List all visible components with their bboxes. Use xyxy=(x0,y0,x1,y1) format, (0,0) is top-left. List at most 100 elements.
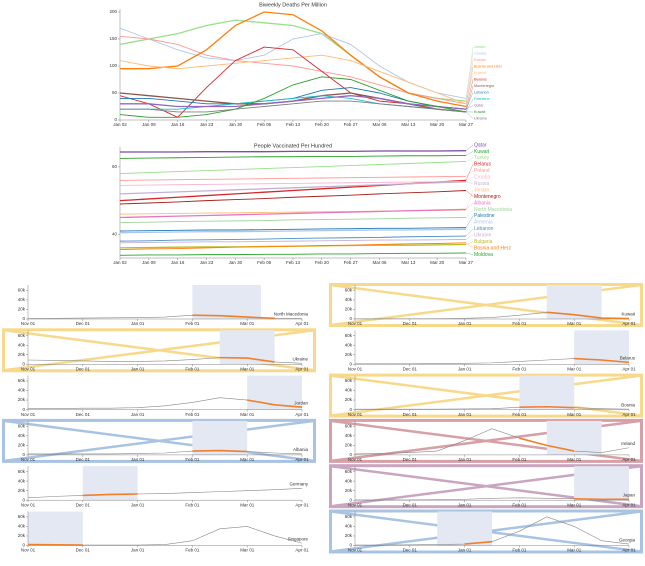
legend-label: Belarus xyxy=(474,78,487,82)
x-tick-label: Mar 01 xyxy=(240,321,255,326)
x-tick-label: Feb 01 xyxy=(512,502,527,507)
country-label: North Macedonia xyxy=(274,312,309,317)
legend-label: Armenia xyxy=(474,220,493,226)
chart-title: Biweekly Deaths Per Million xyxy=(259,2,327,8)
x-tick-label: Apr 01 xyxy=(622,502,636,507)
x-tick-label: Jan 16 xyxy=(171,122,185,127)
x-tick-label: Jan 30 xyxy=(229,260,243,265)
legend-label: Poland xyxy=(474,168,490,174)
x-tick-label: Mar 01 xyxy=(240,548,255,553)
highlight-band xyxy=(547,421,602,455)
x-tick-label: Mar 01 xyxy=(240,457,255,462)
legend-tick xyxy=(466,203,473,209)
legend-label: Lebanon xyxy=(474,226,494,232)
y-tick-label: 100 xyxy=(109,63,117,68)
legend-label: Palestine xyxy=(474,213,495,219)
legend-label: Bosnia and Herz xyxy=(474,65,502,69)
x-tick-label: Apr 01 xyxy=(295,412,309,417)
y-tick-label: 40k xyxy=(18,297,26,302)
x-tick-label: Feb 01 xyxy=(185,321,200,326)
legend-label: Poland xyxy=(474,71,486,75)
legend-label: Croatia xyxy=(474,52,487,56)
country-label: Bosnia xyxy=(621,402,635,407)
x-tick-label: Dec 01 xyxy=(403,321,418,326)
y-tick-label: 60k xyxy=(345,288,353,293)
y-tick-label: 50 xyxy=(112,90,118,95)
x-tick-label: Dec 01 xyxy=(403,412,418,417)
x-tick-label: Dec 01 xyxy=(76,321,91,326)
legend-label: Croatia xyxy=(474,175,490,181)
legend-tick xyxy=(466,209,473,217)
legend-label: Jordan xyxy=(474,187,490,193)
y-tick-label: 40k xyxy=(345,433,353,438)
y-tick-label: 40k xyxy=(18,388,26,393)
legend-tick xyxy=(466,106,473,110)
legend-tick xyxy=(466,145,473,151)
x-tick-label: Nov 01 xyxy=(348,502,363,507)
legend-label: Moldova xyxy=(474,252,493,258)
x-tick-label: Dec 01 xyxy=(76,366,91,371)
highlight-band xyxy=(220,330,275,364)
y-tick-label: 60k xyxy=(345,514,353,519)
y-tick-label: 60k xyxy=(18,514,26,519)
x-tick-label: Jan 30 xyxy=(229,122,243,127)
x-tick-label: Jan 01 xyxy=(458,366,472,371)
x-tick-label: Apr 01 xyxy=(622,457,636,462)
legend-label: Qatar xyxy=(474,142,487,148)
y-tick-label: 40k xyxy=(345,478,353,483)
legend-label: Russia xyxy=(474,181,490,187)
y-tick-label: 60k xyxy=(18,288,26,293)
series-line xyxy=(120,155,466,158)
x-tick-label: Apr 01 xyxy=(295,457,309,462)
x-tick-label: Apr 01 xyxy=(295,502,309,507)
x-tick-label: Jan 01 xyxy=(131,366,145,371)
legend-label: Ukraine xyxy=(474,117,487,121)
highlight-band xyxy=(519,376,574,410)
country-label: Singapore xyxy=(287,536,308,541)
highlight-band xyxy=(437,512,492,546)
legend-label: Qatar xyxy=(474,104,484,108)
legend-tick xyxy=(466,235,473,239)
series-line xyxy=(120,218,466,223)
y-tick-label: 60k xyxy=(18,423,26,428)
x-tick-label: Mar 01 xyxy=(240,412,255,417)
series-line xyxy=(120,161,466,173)
x-tick-label: Mar 27 xyxy=(459,260,474,265)
x-tick-label: Jan 01 xyxy=(458,502,472,507)
x-tick-label: Apr 01 xyxy=(622,366,636,371)
country-label: Jordan xyxy=(294,400,308,405)
country-label: Ireland xyxy=(621,441,635,446)
legend-tick xyxy=(466,253,473,255)
legend-label: Jordan xyxy=(474,45,486,49)
series-line xyxy=(120,229,466,232)
x-tick-label: Jan 01 xyxy=(458,412,472,417)
y-tick-label: 20k xyxy=(18,352,26,357)
country-label: Georgia xyxy=(619,537,636,542)
highlight-band xyxy=(547,285,602,319)
y-tick-label: 20k xyxy=(18,533,26,538)
y-tick-label: 20k xyxy=(18,397,26,402)
x-tick-label: Jan 02 xyxy=(113,260,127,265)
y-tick-label: 20k xyxy=(345,533,353,538)
x-tick-label: Nov 01 xyxy=(21,502,36,507)
country-label: Germany xyxy=(289,481,308,486)
x-tick-label: Dec 01 xyxy=(76,548,91,553)
x-tick-label: Dec 01 xyxy=(403,502,418,507)
x-tick-label: Mar 01 xyxy=(567,502,582,507)
legend-label: Albania xyxy=(474,200,491,206)
legend-label: Bosnia and Herz xyxy=(474,245,511,251)
y-tick-label: 60k xyxy=(18,333,26,338)
x-tick-label: Feb 20 xyxy=(315,260,330,265)
x-tick-label: Mar 27 xyxy=(459,122,474,127)
legend-tick xyxy=(466,80,473,110)
x-tick-label: Feb 13 xyxy=(286,260,301,265)
y-tick-label: 40k xyxy=(345,297,353,302)
y-tick-label: 60k xyxy=(345,469,353,474)
legend-tick xyxy=(466,112,473,119)
chart-title: People Vaccinated Per Hundred xyxy=(254,143,332,149)
legend-tick xyxy=(466,54,473,99)
legend-label: Kuwait xyxy=(474,149,490,155)
x-tick-label: Feb 01 xyxy=(512,457,527,462)
legend-label: Kuwait xyxy=(474,110,486,114)
